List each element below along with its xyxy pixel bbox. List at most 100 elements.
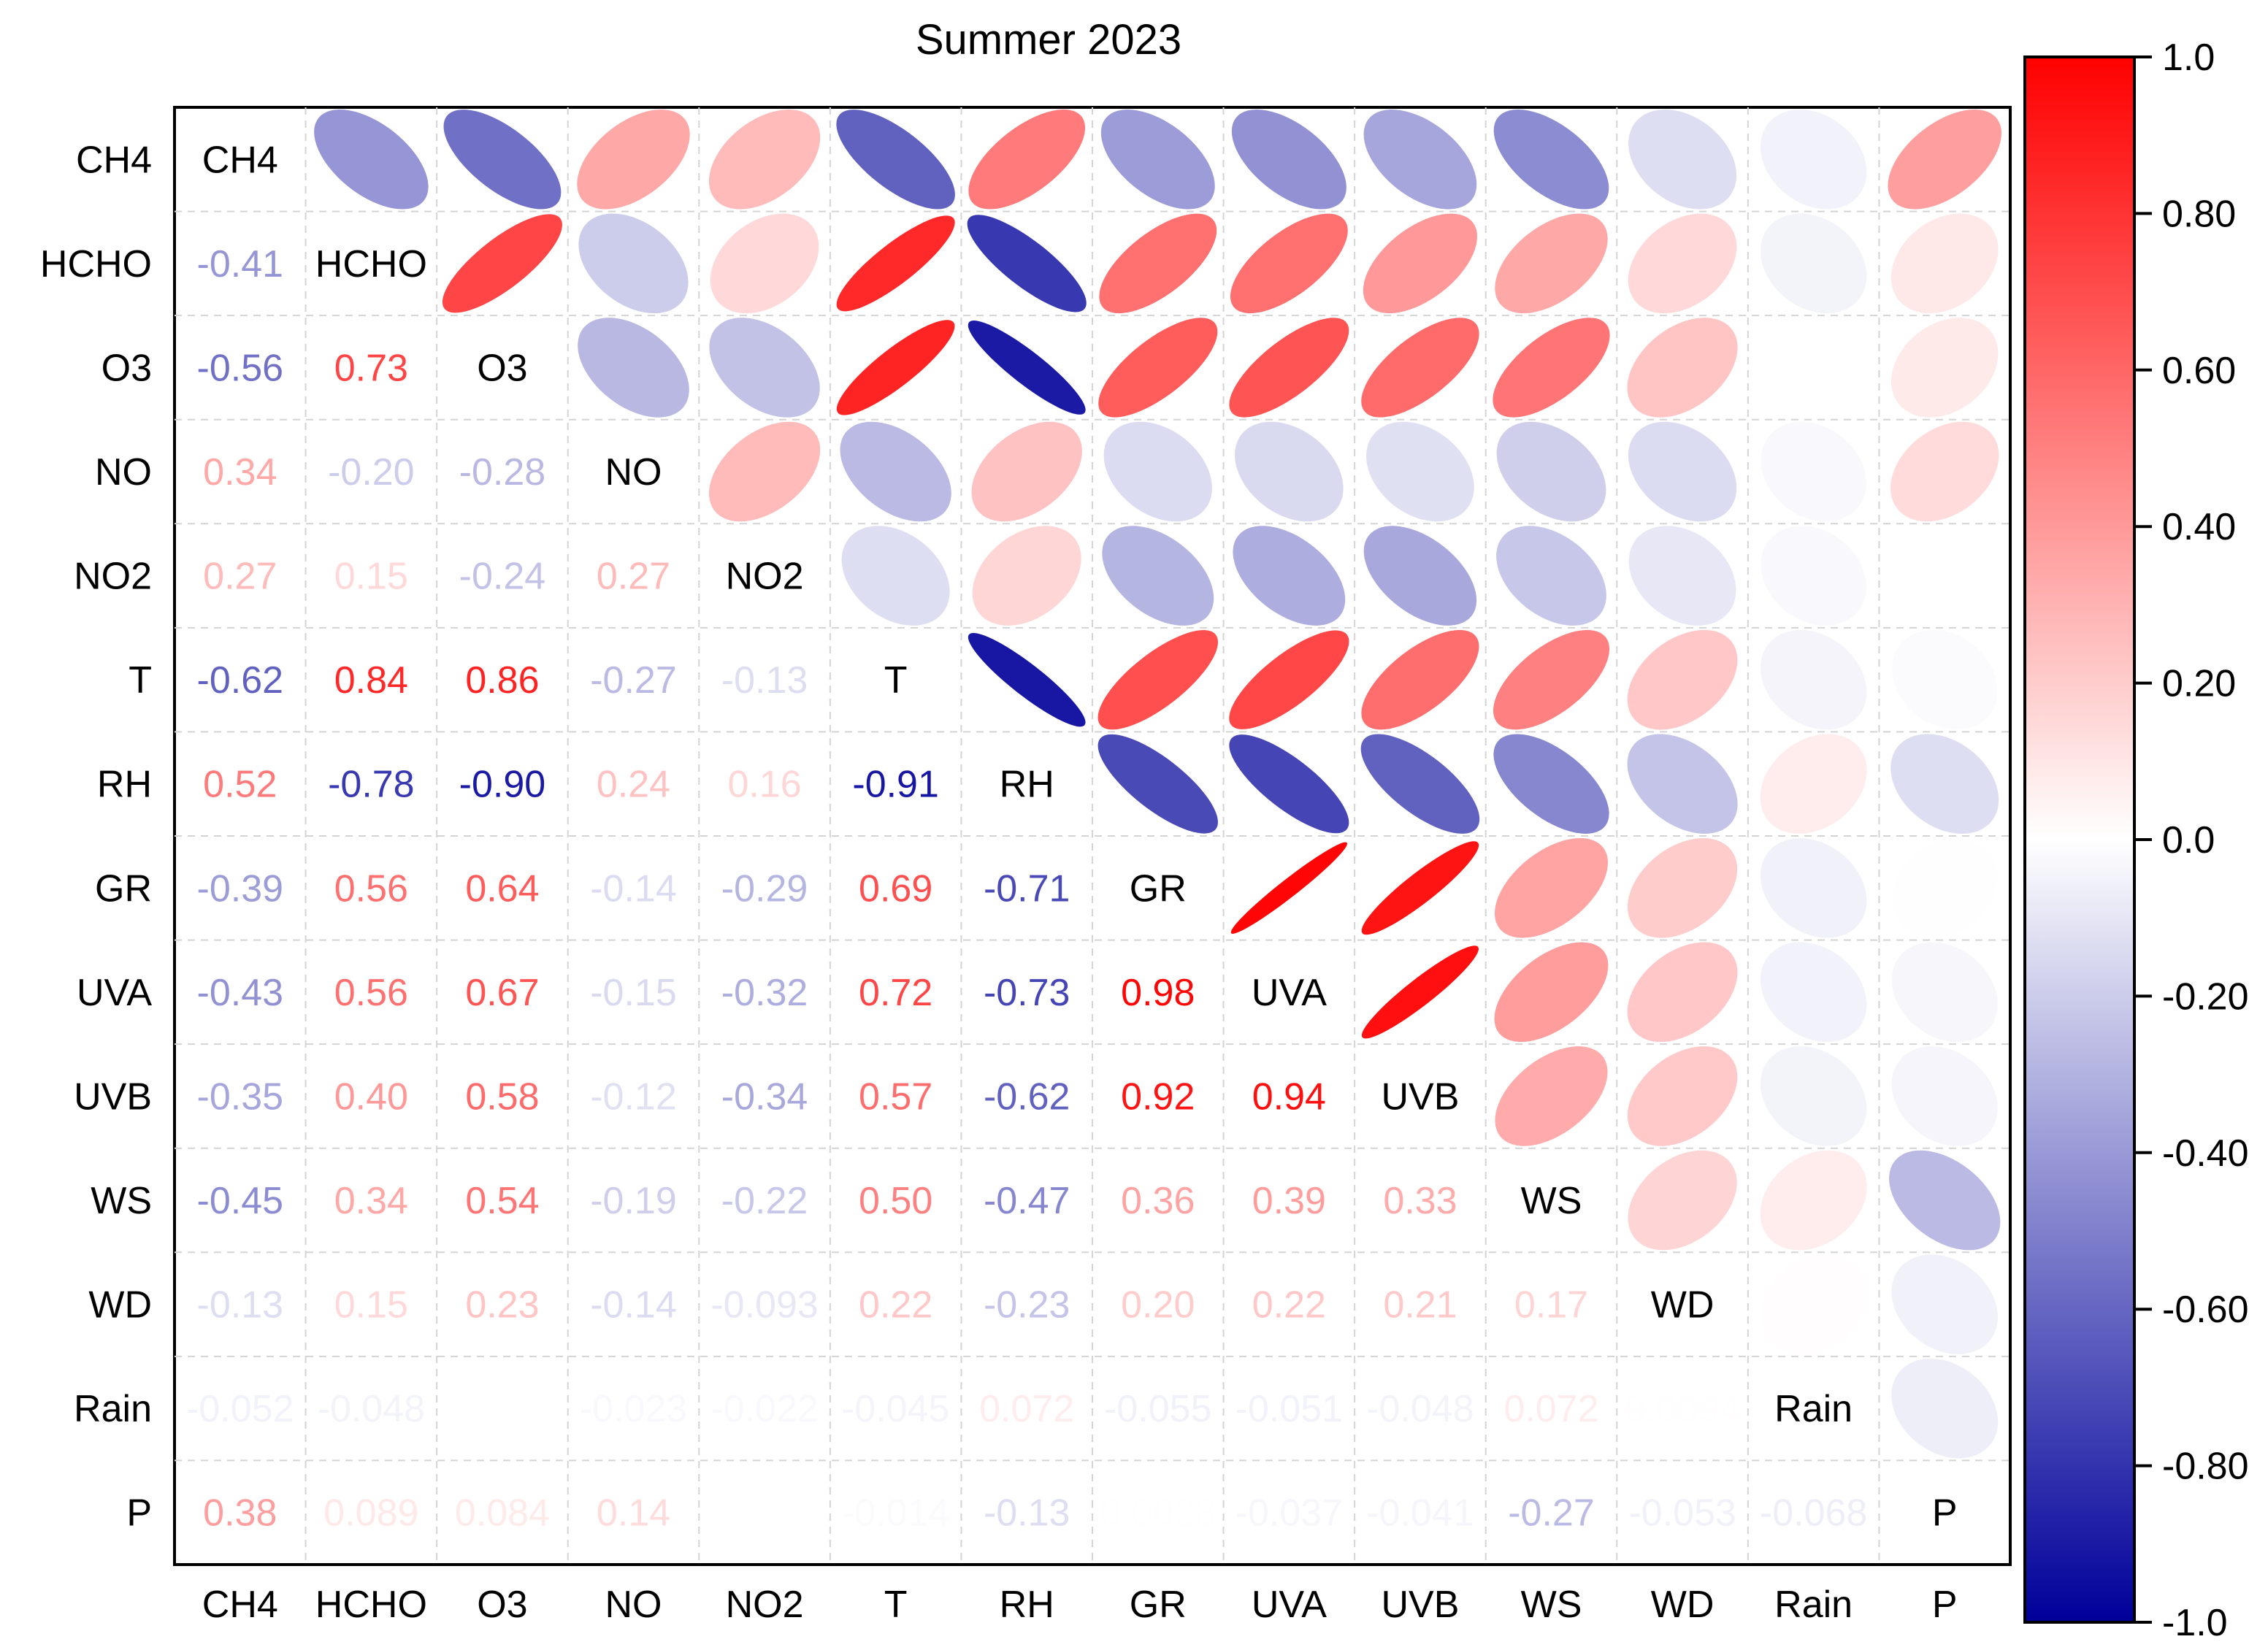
correlation-ellipse [1890,318,1999,418]
correlation-ellipse [840,421,951,522]
correlation-value-label: -0.71 [984,867,1070,910]
correlation-ellipse [1760,213,1867,314]
correlation-ellipse [1628,526,1736,626]
row-label: RH [97,764,152,806]
correlation-value-label: 0.0028 [1100,1492,1216,1535]
correlation-ellipse [967,215,1087,312]
correlation-ellipse [1761,318,1866,418]
correlation-value-label: 0.14 [597,1492,670,1535]
correlation-ellipse [1493,629,1610,730]
correlation-value-label: 0.084 [455,1492,550,1535]
correlation-ellipse [1098,318,1218,418]
correlation-ellipse [1495,1046,1608,1146]
correlation-ellipse [1628,837,1738,938]
colorbar-tick-label: 0.80 [2162,193,2236,235]
correlation-ellipse [1230,213,1348,314]
correlation-value-label: -0.13 [984,1492,1070,1535]
correlation-value-label: 0.36 [1121,1180,1195,1222]
correlation-ellipse [1892,526,1998,626]
correlation-value-label: -0.91 [852,764,939,806]
column-label: UVB [1381,1584,1459,1626]
colorbar-tick-label: 0.60 [2162,350,2236,392]
row-label: O3 [101,347,152,389]
correlation-ellipse [1363,109,1477,210]
correlation-ellipse [836,110,955,210]
correlation-ellipse [1363,213,1478,314]
correlation-value-label: 0.20 [1121,1284,1195,1327]
correlation-value-label: 0.0 [476,1388,529,1430]
correlation-value-label: 0.94 [1252,1075,1326,1118]
correlation-value-label: -0.052 [186,1388,294,1430]
correlation-value-label: 0.27 [203,556,277,598]
correlation-ellipse [1361,629,1479,730]
correlation-value-label: 0.089 [323,1492,418,1535]
correlation-value-label: -0.29 [721,867,808,910]
correlation-ellipse [1102,526,1214,626]
correlation-ellipse [578,213,689,314]
correlation-ellipse [1761,526,1866,626]
row-label: T [129,659,152,702]
correlation-ellipse [1628,109,1737,210]
correlation-value-label: 0.23 [465,1284,539,1327]
correlation-ellipse [1760,734,1867,834]
row-label: WD [88,1284,152,1327]
correlation-value-label: 0.16 [727,764,801,806]
correlation-ellipse [1361,945,1479,1039]
row-axis-labels: CH4 HCHO O3 NO NO2 T RH GR UVA UVB WS WD Rain P [40,139,152,1534]
correlation-value-label: -0.045 [842,1388,949,1430]
correlation-ellipse [1494,942,1609,1043]
correlation-ellipse [836,320,955,415]
correlation-ellipse [1363,526,1477,626]
correlation-ellipse [1892,629,1998,730]
correlation-value-label: 0.69 [859,867,932,910]
correlation-ellipse [1233,526,1346,626]
correlation-value-label: -0.19 [590,1180,677,1222]
correlation-ellipse [968,632,1086,727]
row-label: P [126,1492,152,1535]
correlation-value-label: -0.39 [197,867,284,910]
correlation-value-label: -0.34 [721,1075,808,1118]
correlation-value-label: -0.14 [590,867,677,910]
correlation-value-label: -0.014 [842,1492,949,1535]
correlation-value-label: -0.41 [197,243,284,285]
correlation-ellipse [1229,630,1349,729]
column-label: NO [605,1584,662,1626]
correlation-value-label: 0.33 [1383,1180,1457,1222]
correlation-value-label: 0.50 [859,1180,932,1222]
correlation-value-label: 0.21 [1383,1284,1457,1327]
correlation-value-label: -0.56 [197,347,284,389]
correlation-ellipse [1627,629,1738,730]
correlation-value-label: -0.32 [721,972,808,1014]
correlation-value-label: 0.072 [1503,1388,1598,1430]
correlation-ellipse [443,110,562,210]
correlation-ellipse [708,109,821,210]
correlation-ellipse [1628,213,1737,314]
row-label: Rain [74,1388,152,1430]
correlation-value-label: 0.34 [203,451,277,494]
correlation-ellipse [1891,1046,1998,1146]
diagonal-label: RH [1000,764,1054,806]
correlation-value-label: -0.053 [1628,1492,1736,1535]
colorbar-tick-label: -0.80 [2162,1446,2249,1488]
diagonal-label: NO [605,451,662,494]
colorbar-tick-label: -1.0 [2162,1602,2228,1644]
correlation-ellipse [1889,1150,2001,1251]
matrix-cells: CH4 -0.41 HCHO -0.56 0.73 O3 0.34 -0.20 -0.28 NO 0… [186,109,2002,1535]
correlation-value-label: -0.14 [590,1284,677,1327]
correlation-value-label: 0.34 [334,1180,408,1222]
column-label: P [1932,1584,1958,1626]
correlation-value-label: -0.055 [1104,1388,1211,1430]
diagonal-label: P [1932,1492,1958,1535]
correlation-ellipse [968,110,1086,210]
correlation-value-label: 0.54 [465,1180,539,1222]
colorbar-ticks: 1.0 0.80 0.60 0.40 0.20 0.0 -0.20 -0.40 -0.60 -0.… [2134,37,2249,1644]
diagonal-label: GR [1130,867,1187,910]
column-label: T [884,1584,908,1626]
correlation-value-label: 0.15 [334,556,408,598]
diagonal-label: T [884,659,908,702]
diagonal-label: CH4 [202,139,278,181]
correlation-value-label: -0.13 [197,1284,284,1327]
column-label: NO2 [726,1584,804,1626]
correlation-value-label: -0.051 [1235,1388,1343,1430]
correlation-ellipse [1493,110,1609,210]
